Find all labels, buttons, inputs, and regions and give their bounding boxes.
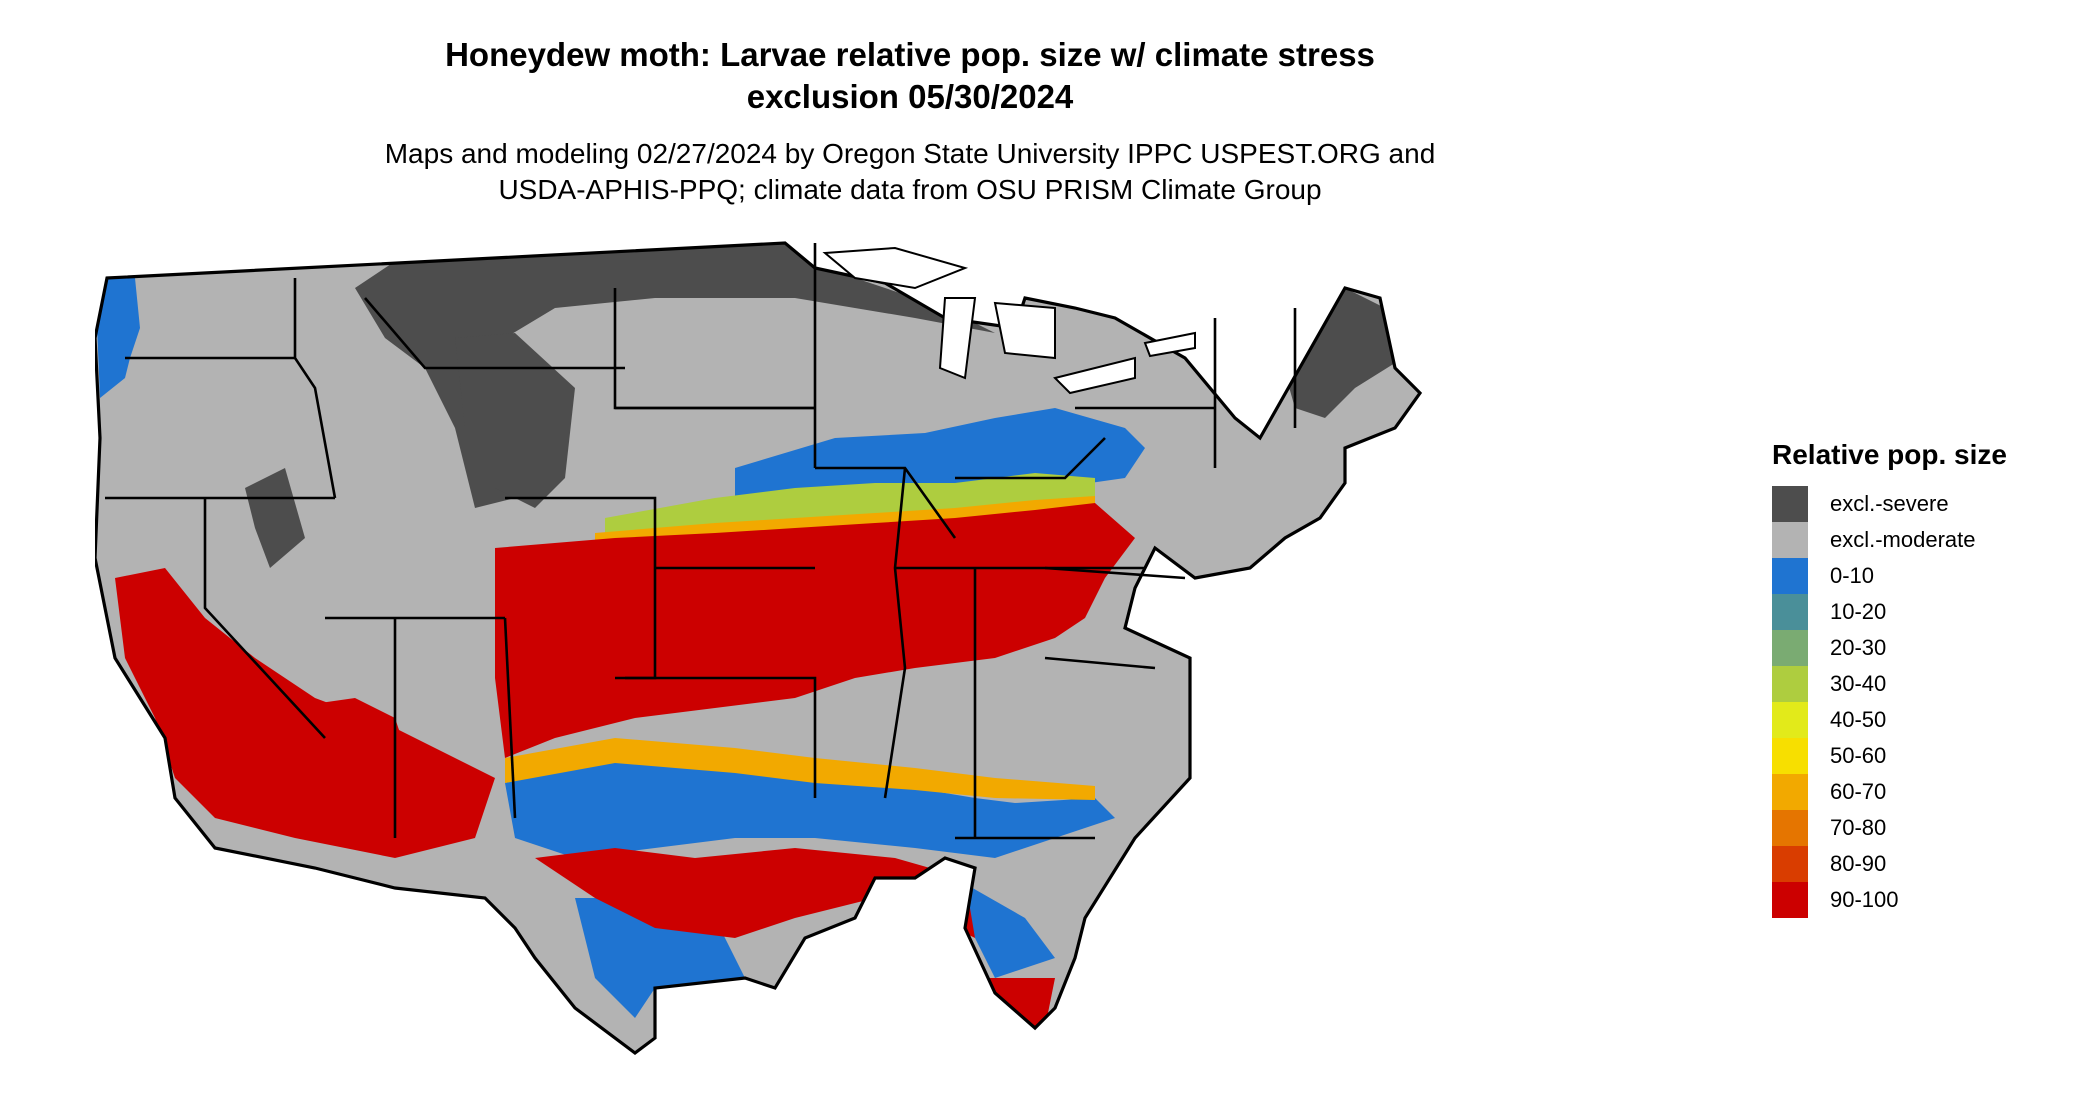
zone-0-10-pacific	[95, 278, 140, 398]
legend-swatch	[1772, 630, 1808, 666]
boundary-va-nc	[1044, 566, 1186, 580]
boundary-idaho-west	[293, 278, 337, 499]
legend-swatch	[1772, 666, 1808, 702]
legend-item: 30-40	[1772, 666, 2072, 702]
legend-swatch	[1772, 738, 1808, 774]
legend-item: 10-20	[1772, 594, 2072, 630]
lake-ontario	[1143, 331, 1196, 358]
legend-label: excl.-severe	[1830, 491, 1949, 516]
lake-huron	[993, 301, 1056, 360]
great-lakes	[822, 246, 1196, 395]
zone-excl-severe-rockies	[455, 333, 575, 508]
legend-label: 60-70	[1830, 779, 1887, 804]
map-subtitle: Maps and modeling 02/27/2024 by Oregon S…	[300, 136, 1520, 208]
legend-label: 70-80	[1830, 815, 1887, 840]
legend-label: 80-90	[1830, 851, 1887, 876]
legend-swatch	[1772, 774, 1808, 810]
legend-swatch	[1772, 486, 1808, 522]
map-title-line-1: Honeydew moth: Larvae relative pop. size…	[445, 36, 1375, 73]
zone-60-80-south-band	[505, 738, 1095, 800]
boundary-ky-oh	[955, 437, 1106, 480]
zone-90-100-southwest	[285, 698, 415, 838]
lake-erie	[1053, 356, 1136, 395]
zone-excl-severe-north	[355, 243, 995, 508]
legend-item: 40-50	[1772, 702, 2072, 738]
legend-item: 90-100	[1772, 882, 2072, 918]
legend-swatch	[1772, 558, 1808, 594]
lake-michigan	[938, 297, 977, 380]
legend-swatch	[1772, 846, 1808, 882]
legend-label: 20-30	[1830, 635, 1887, 660]
legend-item: 0-10	[1772, 558, 2072, 594]
map-title: Honeydew moth: Larvae relative pop. size…	[300, 34, 1520, 118]
state-boundaries	[105, 243, 1297, 840]
us-map	[95, 241, 1422, 1055]
legend-item: 70-80	[1772, 810, 2072, 846]
zone-0-10-florida	[955, 878, 1055, 978]
legend-label: excl.-moderate	[1830, 527, 1976, 552]
legend-swatch	[1772, 702, 1808, 738]
legend-swatch	[1772, 594, 1808, 630]
legend-label: 40-50	[1830, 707, 1887, 732]
legend-swatch	[1772, 810, 1808, 846]
legend-label: 90-100	[1830, 887, 1899, 912]
legend-label: 50-60	[1830, 743, 1887, 768]
zone-excl-severe-sierra	[245, 468, 305, 568]
map-subtitle-line-2: USDA-APHIS-PPQ; climate data from OSU PR…	[498, 174, 1322, 205]
legend-label: 0-10	[1830, 563, 1875, 588]
map-title-line-2: exclusion 05/30/2024	[746, 78, 1074, 115]
legend-items: excl.-severe excl.-moderate 0-10 10-20 20-30…	[1772, 486, 2072, 918]
legend: Relative pop. size excl.-severe excl.-mod…	[1772, 438, 2072, 918]
zone-90-100-gulf-coast	[535, 848, 975, 938]
boundary-nm-tx	[503, 617, 517, 819]
legend-item: 60-70	[1772, 774, 2072, 810]
boundary-montana-south	[364, 297, 625, 370]
lake-superior	[822, 246, 969, 290]
zone-40-60-north-band	[605, 473, 1095, 538]
legend-label: 30-40	[1830, 671, 1887, 696]
legend-item: 20-30	[1772, 630, 2072, 666]
legend-swatch	[1772, 522, 1808, 558]
boundary-nc-sc	[1044, 656, 1156, 670]
boundary-mississippi	[883, 467, 907, 799]
zone-90-100-south-florida	[975, 978, 1055, 1038]
boundary-ok-tx	[625, 676, 817, 798]
legend-title: Relative pop. size	[1772, 439, 2007, 470]
legend-item: 50-60	[1772, 738, 2072, 774]
legend-swatch	[1772, 882, 1808, 918]
legend-item: 80-90	[1772, 846, 2072, 882]
map-subtitle-line-1: Maps and modeling 02/27/2024 by Oregon S…	[384, 138, 1436, 169]
legend-item: excl.-severe	[1772, 486, 2072, 522]
zone-0-10-gulf-belt	[505, 758, 1115, 858]
legend-label: 10-20	[1830, 599, 1887, 624]
legend-item: excl.-moderate	[1772, 522, 2072, 558]
boundary-ca-nv	[203, 498, 326, 739]
